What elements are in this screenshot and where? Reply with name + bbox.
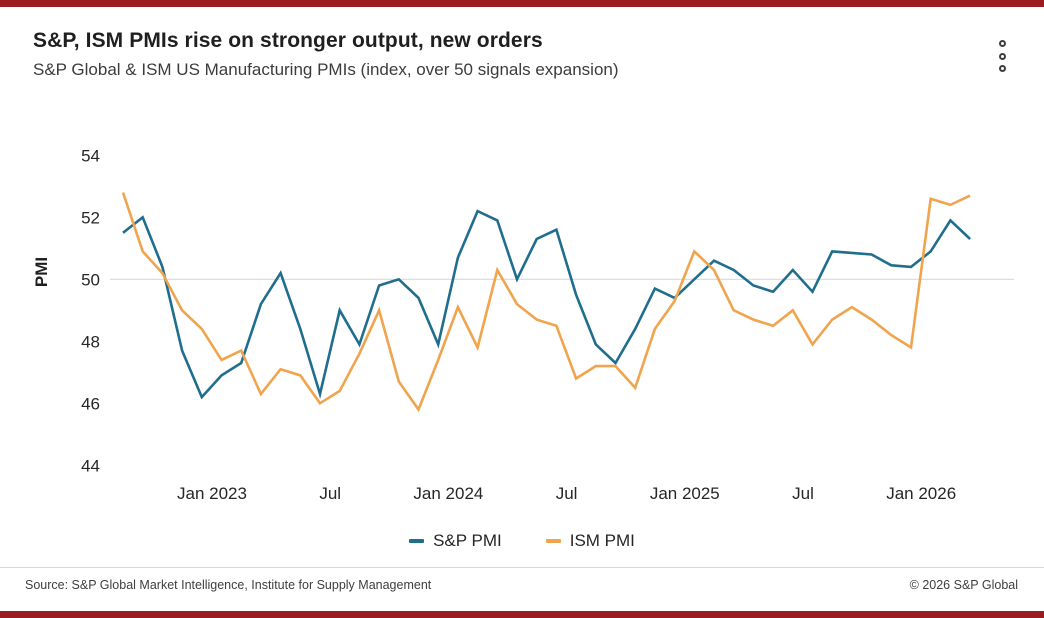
header: S&P, ISM PMIs rise on stronger output, n… bbox=[33, 28, 984, 80]
sp-pmi-line bbox=[122, 209, 971, 400]
bottom-accent-bar bbox=[0, 611, 1044, 618]
y-tick-label: 54 bbox=[81, 146, 100, 165]
legend-item-sp-pmi[interactable]: S&P PMI bbox=[409, 531, 502, 551]
y-tick-label: 44 bbox=[81, 456, 100, 475]
y-axis-title: PMI bbox=[32, 257, 51, 287]
kebab-dot-icon bbox=[998, 40, 1006, 47]
x-tick-label: Jan 2024 bbox=[413, 484, 483, 503]
y-tick-label: 50 bbox=[81, 270, 100, 289]
source-text: Source: S&P Global Market Intelligence, … bbox=[25, 578, 432, 592]
footer: Source: S&P Global Market Intelligence, … bbox=[0, 578, 1044, 592]
page-subtitle: S&P Global & ISM US Manufacturing PMIs (… bbox=[33, 60, 619, 80]
kebab-dot-icon bbox=[998, 65, 1006, 72]
sp-pmi-line-swatch-icon bbox=[409, 539, 425, 543]
footer-divider bbox=[0, 567, 1044, 568]
ism-pmi-line-swatch-icon bbox=[545, 539, 561, 543]
x-tick-label: Jul bbox=[792, 484, 814, 503]
kebab-menu-button[interactable] bbox=[994, 38, 1010, 74]
legend-label: S&P PMI bbox=[433, 531, 502, 550]
y-tick-label: 46 bbox=[81, 394, 100, 413]
chart-legend: S&P PMI ISM PMI bbox=[0, 531, 1044, 551]
ism-pmi-line bbox=[121, 192, 971, 413]
kebab-dot-icon bbox=[998, 52, 1006, 60]
x-tick-label: Jul bbox=[556, 484, 578, 503]
y-tick-label: 52 bbox=[81, 208, 100, 227]
copyright-text: © 2026 S&P Global bbox=[909, 578, 1018, 592]
legend-item-ism-pmi[interactable]: ISM PMI bbox=[545, 531, 635, 551]
x-tick-label: Jan 2023 bbox=[177, 484, 247, 503]
legend-label: ISM PMI bbox=[569, 531, 635, 550]
y-tick-label: 48 bbox=[81, 332, 100, 351]
x-tick-label: Jan 2026 bbox=[886, 484, 956, 503]
x-tick-label: Jul bbox=[319, 484, 341, 503]
top-accent-bar bbox=[0, 0, 1044, 7]
page-title: S&P, ISM PMIs rise on stronger output, n… bbox=[33, 29, 543, 52]
x-tick-label: Jan 2025 bbox=[650, 484, 720, 503]
